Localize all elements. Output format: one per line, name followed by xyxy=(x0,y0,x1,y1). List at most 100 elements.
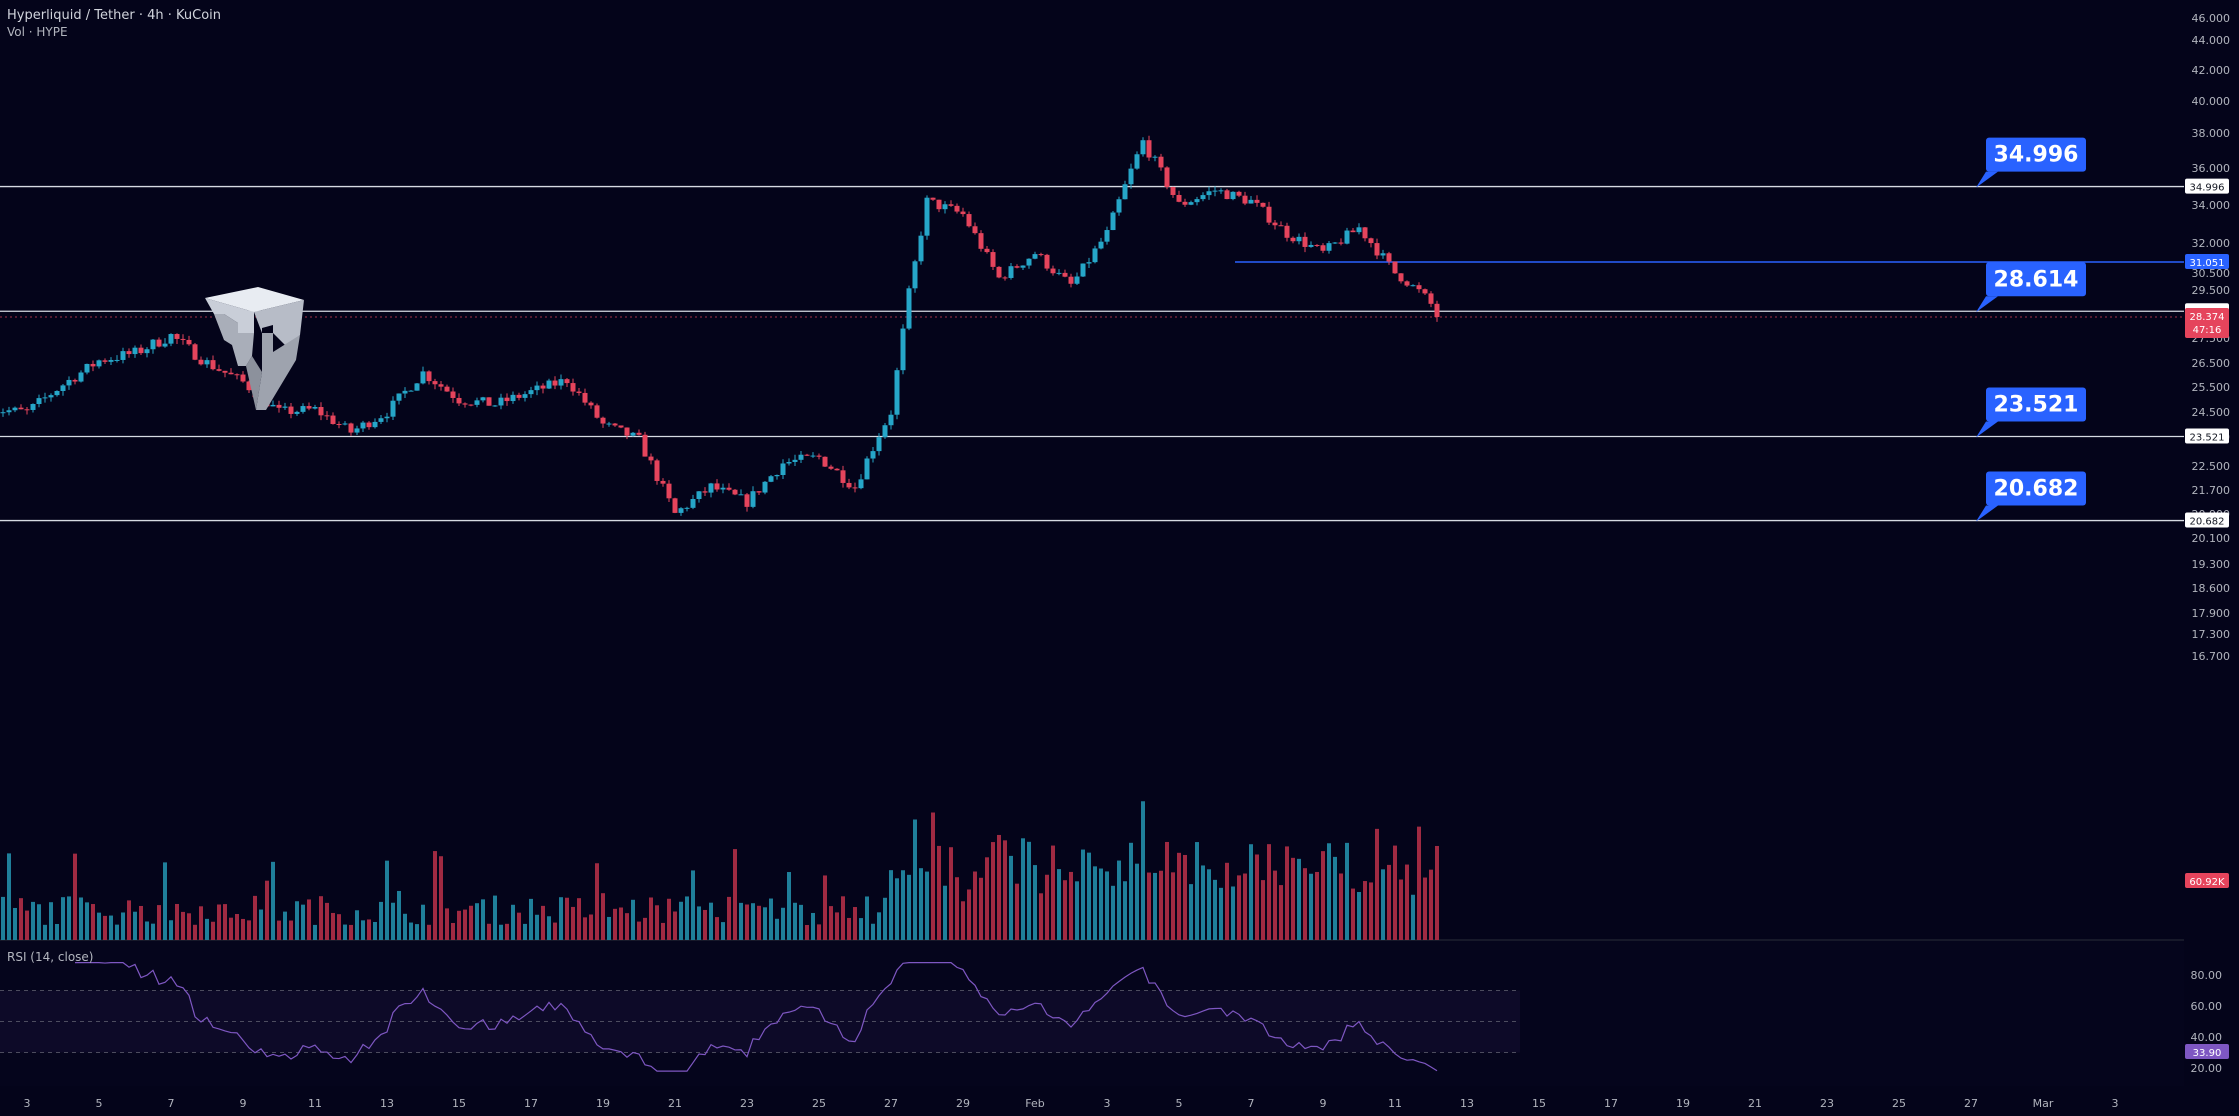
candle-body xyxy=(852,487,858,489)
volume-bar xyxy=(1087,852,1091,940)
candle-body xyxy=(1122,184,1128,200)
price-tick: 30.500 xyxy=(2192,267,2231,280)
candle-body xyxy=(1080,263,1086,277)
candle-body xyxy=(1392,261,1398,274)
time-tick: 19 xyxy=(596,1097,610,1110)
volume-bar xyxy=(847,917,851,940)
candle-body xyxy=(822,456,828,467)
volume-bar xyxy=(937,845,941,940)
volume-bar xyxy=(415,924,419,940)
volume-bar xyxy=(919,868,923,940)
candle-body xyxy=(1254,199,1260,203)
candle-body xyxy=(594,405,600,418)
time-tick: 11 xyxy=(308,1097,322,1110)
candle-body xyxy=(72,379,78,382)
volume-bar xyxy=(445,908,449,940)
candle-body xyxy=(276,404,282,408)
volume-bar xyxy=(1189,884,1193,940)
candle-body xyxy=(1230,191,1236,200)
volume-bar xyxy=(463,909,467,940)
volume-bar xyxy=(475,903,479,940)
volume-bar xyxy=(1057,869,1061,940)
candle-body xyxy=(1434,303,1440,318)
candle-body xyxy=(1290,237,1296,242)
volume-bar xyxy=(979,877,983,940)
symbol-title[interactable]: Hyperliquid / Tether · 4h · KuCoin xyxy=(7,8,221,23)
candle-body xyxy=(1116,199,1122,213)
volume-bar xyxy=(1405,864,1409,940)
candle-body xyxy=(642,434,648,457)
candle-body xyxy=(546,380,552,389)
candle-body xyxy=(888,414,894,426)
candle-body xyxy=(270,404,276,407)
candle-body xyxy=(612,423,618,426)
candle-body xyxy=(450,391,456,398)
candle-body xyxy=(78,372,84,382)
volume-bar xyxy=(1045,874,1049,940)
volume-bar xyxy=(571,906,575,940)
price-tick: 20.100 xyxy=(2192,532,2231,545)
candle-body xyxy=(1152,156,1158,158)
time-axis: 3 5 7 9 11 13 15 17 19 21 23 25 27 29 Feb 3 5 7 9 11 13 15 17 1… xyxy=(24,1097,2119,1110)
volume-bar xyxy=(409,922,413,940)
candle-body xyxy=(726,487,732,490)
price-tick: 32.000 xyxy=(2192,237,2231,250)
volume-bar xyxy=(109,915,113,940)
volume-bar xyxy=(511,904,515,940)
volume-bar xyxy=(13,907,17,940)
volume-bar xyxy=(859,918,863,940)
candle-body xyxy=(774,475,780,477)
volume-bar xyxy=(1273,870,1277,940)
candle-body xyxy=(216,369,222,371)
volume-bar xyxy=(1369,882,1373,940)
level-axis-badge xyxy=(2185,428,2229,444)
volume-bar xyxy=(457,910,461,940)
volume-bar xyxy=(1093,866,1097,940)
volume-bar xyxy=(79,897,83,940)
volume-bar xyxy=(1033,865,1037,940)
price-tick: 19.300 xyxy=(2192,558,2231,571)
candle-body xyxy=(1068,276,1074,284)
volume-bar xyxy=(763,907,767,940)
candle-body xyxy=(996,266,1002,278)
volume-bar xyxy=(973,871,977,940)
candle-body xyxy=(960,211,966,215)
level-axis-badge xyxy=(2185,512,2229,528)
volume-bar xyxy=(745,904,749,940)
candle-body xyxy=(942,204,948,210)
volume-bar xyxy=(1003,840,1007,940)
candle-body xyxy=(576,391,582,393)
volume-bar xyxy=(1393,845,1397,940)
volume-bar xyxy=(223,904,227,940)
volume-bar xyxy=(553,922,557,940)
volume-bar xyxy=(583,917,587,940)
volume-bar xyxy=(1129,842,1133,940)
candle-body xyxy=(318,407,324,416)
volume-bar xyxy=(121,912,125,940)
level-axis-badge xyxy=(2185,178,2229,194)
rsi-title[interactable]: RSI (14, close) xyxy=(7,950,94,964)
candle-body xyxy=(228,372,234,375)
candle-body xyxy=(114,359,120,361)
volume-bar xyxy=(481,899,485,940)
candle-body xyxy=(1104,230,1110,242)
candle-body xyxy=(384,416,390,419)
candle-body xyxy=(798,454,804,460)
volume-bar xyxy=(1099,868,1103,940)
candle-body xyxy=(552,380,558,386)
candle-body xyxy=(468,404,474,406)
volume-bar xyxy=(247,920,251,940)
volume-bar xyxy=(67,896,71,940)
candle-body xyxy=(846,482,852,488)
volume-bar xyxy=(1357,892,1361,940)
volume-bar xyxy=(169,920,173,940)
rsi-pane xyxy=(0,961,1520,1072)
volume-bar xyxy=(1147,872,1151,940)
brand-logo xyxy=(205,287,304,410)
candle-body xyxy=(1140,140,1146,155)
volume-bar xyxy=(817,924,821,940)
rsi-badge xyxy=(2185,1044,2229,1059)
volume-bar xyxy=(151,923,155,940)
candle-body xyxy=(174,334,180,339)
candle-body xyxy=(564,379,570,384)
